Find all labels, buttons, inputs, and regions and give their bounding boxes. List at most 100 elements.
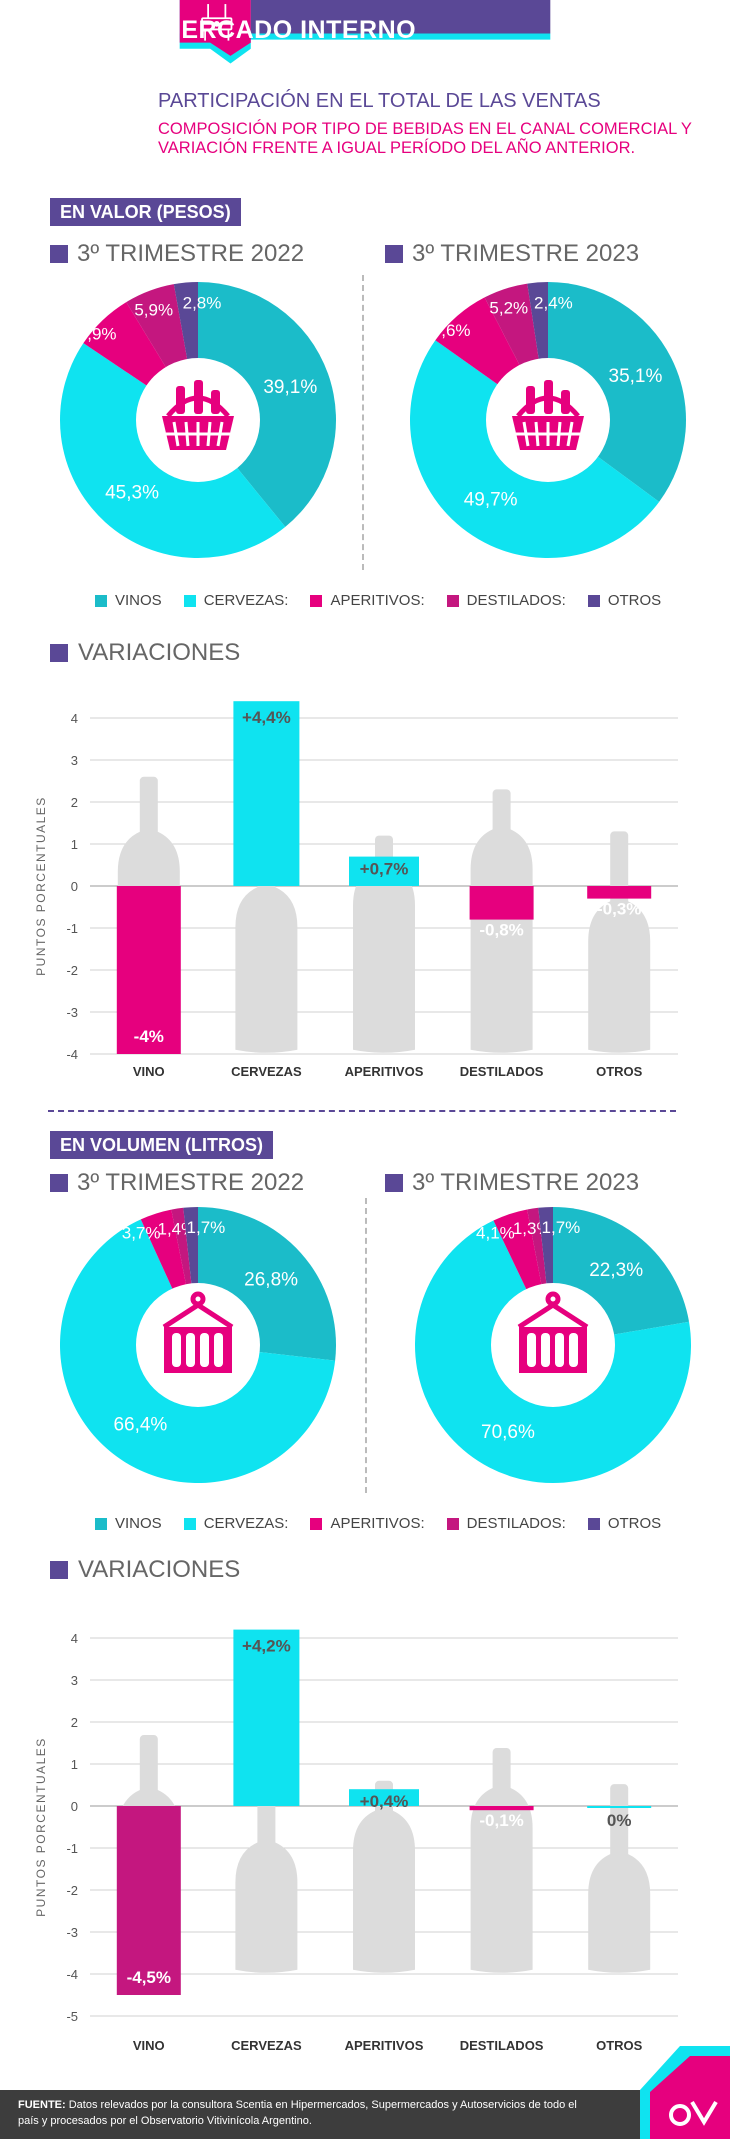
x-tick-label: VINO bbox=[133, 2038, 165, 2053]
legend-label: CERVEZAS: bbox=[203, 592, 289, 609]
section-valor-label: EN VALOR (PESOS) bbox=[50, 198, 241, 226]
bar-value-label: -0,8% bbox=[479, 921, 523, 940]
donut-value-label: 45,3% bbox=[105, 482, 159, 503]
swatch-icon bbox=[310, 594, 323, 607]
legend-label: DESTILADOS: bbox=[466, 1515, 566, 1532]
volumen-variaciones-title: VARIACIONES bbox=[50, 1556, 240, 1584]
valor-2022-title: 3º TRIMESTRE 2022 bbox=[50, 240, 304, 268]
bar-aperitivos bbox=[349, 1789, 419, 1806]
y-tick-label: 4 bbox=[71, 1631, 78, 1646]
valor-2023-title: 3º TRIMESTRE 2023 bbox=[385, 240, 639, 268]
donut-slice-vinos bbox=[548, 282, 686, 502]
y-tick-label: 3 bbox=[71, 1673, 78, 1688]
ova-logo-icon bbox=[669, 2100, 718, 2126]
bar-cervezas bbox=[233, 701, 300, 886]
donut-value-label: 6,9% bbox=[78, 325, 117, 344]
bar-otros bbox=[587, 1806, 652, 1808]
crate-icon bbox=[517, 1291, 589, 1373]
legend-item-cervezas: CERVEZAS: bbox=[183, 1515, 288, 1532]
bar-destilados bbox=[469, 886, 534, 920]
donut-value-label: 39,1% bbox=[263, 377, 317, 398]
section-separator bbox=[48, 1110, 676, 1112]
bullet-icon bbox=[50, 245, 68, 263]
y-tick-label: -1 bbox=[66, 921, 78, 936]
swatch-icon bbox=[587, 594, 600, 607]
valor-variaciones-text: VARIACIONES bbox=[78, 639, 241, 666]
legend-volumen: VINOS CERVEZAS: APERITIVOS: DESTILADOS: … bbox=[95, 1515, 683, 1532]
bar-otros bbox=[587, 886, 652, 899]
volumen-2022-title-text: 3º TRIMESTRE 2022 bbox=[77, 1169, 305, 1196]
divider bbox=[365, 1198, 367, 1493]
swatch-icon bbox=[310, 1517, 323, 1530]
bottle-silhouette-icon bbox=[470, 1748, 533, 1973]
legend-item-vinos: VINOS bbox=[95, 592, 162, 609]
y-tick-label: -2 bbox=[66, 1883, 78, 1898]
donut-value-label: 5,9% bbox=[134, 300, 173, 319]
donut-value-label: 70,6% bbox=[481, 1422, 535, 1443]
basket-icon bbox=[512, 380, 584, 450]
section-volumen-label: EN VOLUMEN (LITROS) bbox=[50, 1131, 273, 1159]
footer-text: Datos relevados por la consultora Scenti… bbox=[18, 2099, 577, 2127]
valor-2023-title-text: 3º TRIMESTRE 2023 bbox=[412, 240, 640, 267]
y-tick-label: -4 bbox=[66, 1047, 78, 1062]
y-axis-label: PUNTOS PORCENTUALES bbox=[34, 796, 48, 976]
legend-label: VINOS bbox=[115, 1515, 162, 1532]
bullet-icon bbox=[385, 245, 403, 263]
donut-value-label: 1,7% bbox=[542, 1218, 581, 1237]
bar-value-label: +4,2% bbox=[242, 1637, 291, 1656]
valor-variaciones-title: VARIACIONES bbox=[50, 639, 240, 667]
x-tick-label: DESTILADOS bbox=[460, 1064, 544, 1079]
y-tick-label: -3 bbox=[66, 1925, 78, 1940]
bullet-icon bbox=[385, 1174, 403, 1192]
donut-value-label: 7,6% bbox=[432, 321, 471, 340]
swatch-icon bbox=[95, 594, 107, 607]
swatch-icon bbox=[95, 1517, 107, 1530]
bar-value-label: -0,3% bbox=[597, 900, 641, 919]
crate-icon bbox=[162, 1291, 234, 1373]
donut-slice-vinos bbox=[198, 282, 336, 527]
y-tick-label: -3 bbox=[66, 1005, 78, 1020]
legend-item-otros: OTROS bbox=[587, 592, 661, 609]
market-stall-icon bbox=[201, 4, 233, 41]
bullet-icon bbox=[50, 1561, 68, 1579]
donut-value-label: 3,7% bbox=[122, 1223, 161, 1242]
bullet-icon bbox=[50, 644, 68, 662]
x-tick-label: CERVEZAS bbox=[231, 1064, 302, 1079]
donut-value-label: 2,4% bbox=[534, 293, 573, 312]
swatch-icon bbox=[183, 594, 196, 607]
bar-value-label: +0,7% bbox=[360, 860, 409, 879]
bar-vino bbox=[116, 886, 181, 1054]
bar-vino bbox=[116, 1806, 181, 1995]
footer bbox=[0, 2090, 730, 2139]
legend-label: APERITIVOS: bbox=[330, 1515, 425, 1532]
x-tick-label: CERVEZAS bbox=[231, 2038, 302, 2053]
volumen-2023-title-text: 3º TRIMESTRE 2023 bbox=[412, 1169, 640, 1196]
legend-item-vinos: VINOS bbox=[95, 1515, 162, 1532]
y-tick-label: -4 bbox=[66, 1967, 78, 1982]
y-axis-label: PUNTOS PORCENTUALES bbox=[34, 1737, 48, 1917]
x-tick-label: VINO bbox=[133, 1064, 165, 1079]
y-tick-label: 0 bbox=[71, 879, 78, 894]
legend-item-destilados: DESTILADOS: bbox=[446, 1515, 566, 1532]
legend-label: APERITIVOS: bbox=[330, 592, 425, 609]
valor-2022-title-text: 3º TRIMESTRE 2022 bbox=[77, 240, 305, 267]
volumen-2023-title: 3º TRIMESTRE 2023 bbox=[385, 1169, 639, 1197]
y-tick-label: -1 bbox=[66, 1841, 78, 1856]
y-tick-label: 1 bbox=[71, 1757, 78, 1772]
bar-value-label: -4% bbox=[134, 1027, 164, 1046]
swatch-icon bbox=[446, 1517, 459, 1530]
volumen-2022-title: 3º TRIMESTRE 2022 bbox=[50, 1169, 304, 1197]
footer-label: FUENTE: bbox=[18, 2099, 66, 2111]
y-tick-label: 0 bbox=[71, 1799, 78, 1814]
bar-value-label: +0,4% bbox=[360, 1792, 409, 1811]
donut-value-label: 4,1% bbox=[476, 1224, 515, 1243]
subtitle: PARTICIPACIÓN EN EL TOTAL DE LAS VENTAS bbox=[158, 90, 601, 112]
volumen-variaciones-text: VARIACIONES bbox=[78, 1556, 241, 1583]
